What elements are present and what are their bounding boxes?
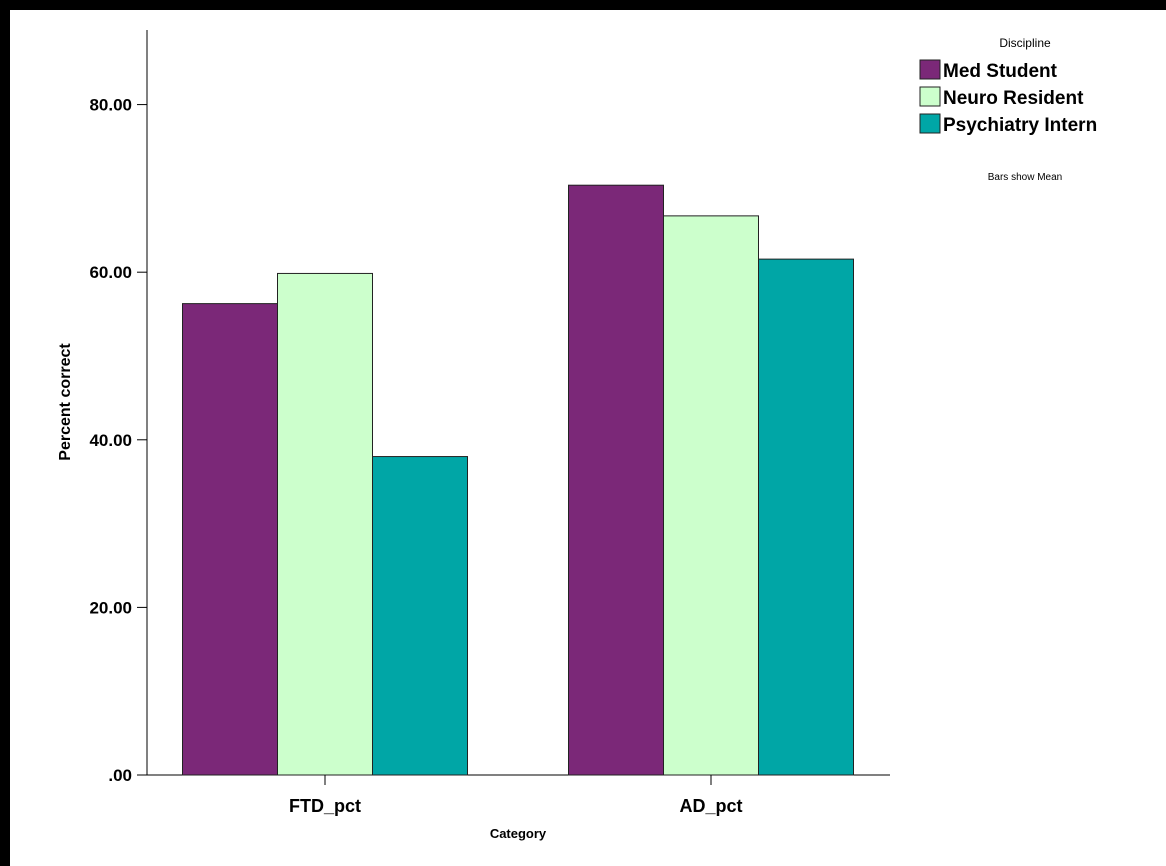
bar-AD_pct-psychiatry-intern (758, 258, 854, 776)
bar-chart: .00 20.00 40.00 60.00 80.00 FTD_pct AD_pct Pe… (57, 30, 1097, 841)
x-ticks: FTD_pct AD_pct (289, 775, 743, 816)
legend-label: Neuro Resident (943, 88, 1084, 109)
chart-frame: .00 20.00 40.00 60.00 80.00 FTD_pct AD_pct Pe… (10, 10, 1166, 866)
bar-FTD_pct-psychiatry-intern (372, 456, 468, 776)
legend-swatch (919, 59, 941, 80)
bar-FTD_pct-neuro-resident (277, 272, 373, 776)
bar-FTD_pct-med-student (182, 303, 278, 776)
bar-AD_pct-neuro-resident (663, 215, 759, 776)
y-ticks: .00 20.00 40.00 60.00 80.00 (89, 96, 147, 785)
y-tick-label: .00 (108, 766, 132, 785)
y-tick-label: 60.00 (89, 263, 132, 282)
legend-title: Discipline (999, 36, 1051, 50)
plot-area: .00 20.00 40.00 60.00 80.00 FTD_pct AD_pct (89, 30, 890, 816)
legend: Discipline Med Student Neuro Resident Psyc… (919, 36, 1097, 136)
legend-swatch (919, 113, 941, 134)
legend-items: Med Student Neuro Resident Psychiatry Inte… (919, 59, 1097, 136)
x-tick-label: AD_pct (679, 796, 742, 816)
bars (182, 184, 854, 776)
y-axis-title: Percent correct (57, 343, 74, 461)
legend-swatch (919, 86, 941, 107)
legend-label: Psychiatry Intern (943, 115, 1097, 136)
y-tick-label: 80.00 (89, 96, 132, 115)
y-tick-label: 40.00 (89, 431, 132, 450)
legend-label: Med Student (943, 61, 1058, 82)
y-tick-label: 20.00 (89, 598, 132, 617)
bars-note: Bars show Mean (988, 172, 1062, 183)
bar-AD_pct-med-student (568, 184, 664, 776)
x-tick-label: FTD_pct (289, 796, 361, 816)
x-axis-title: Category (490, 826, 547, 841)
